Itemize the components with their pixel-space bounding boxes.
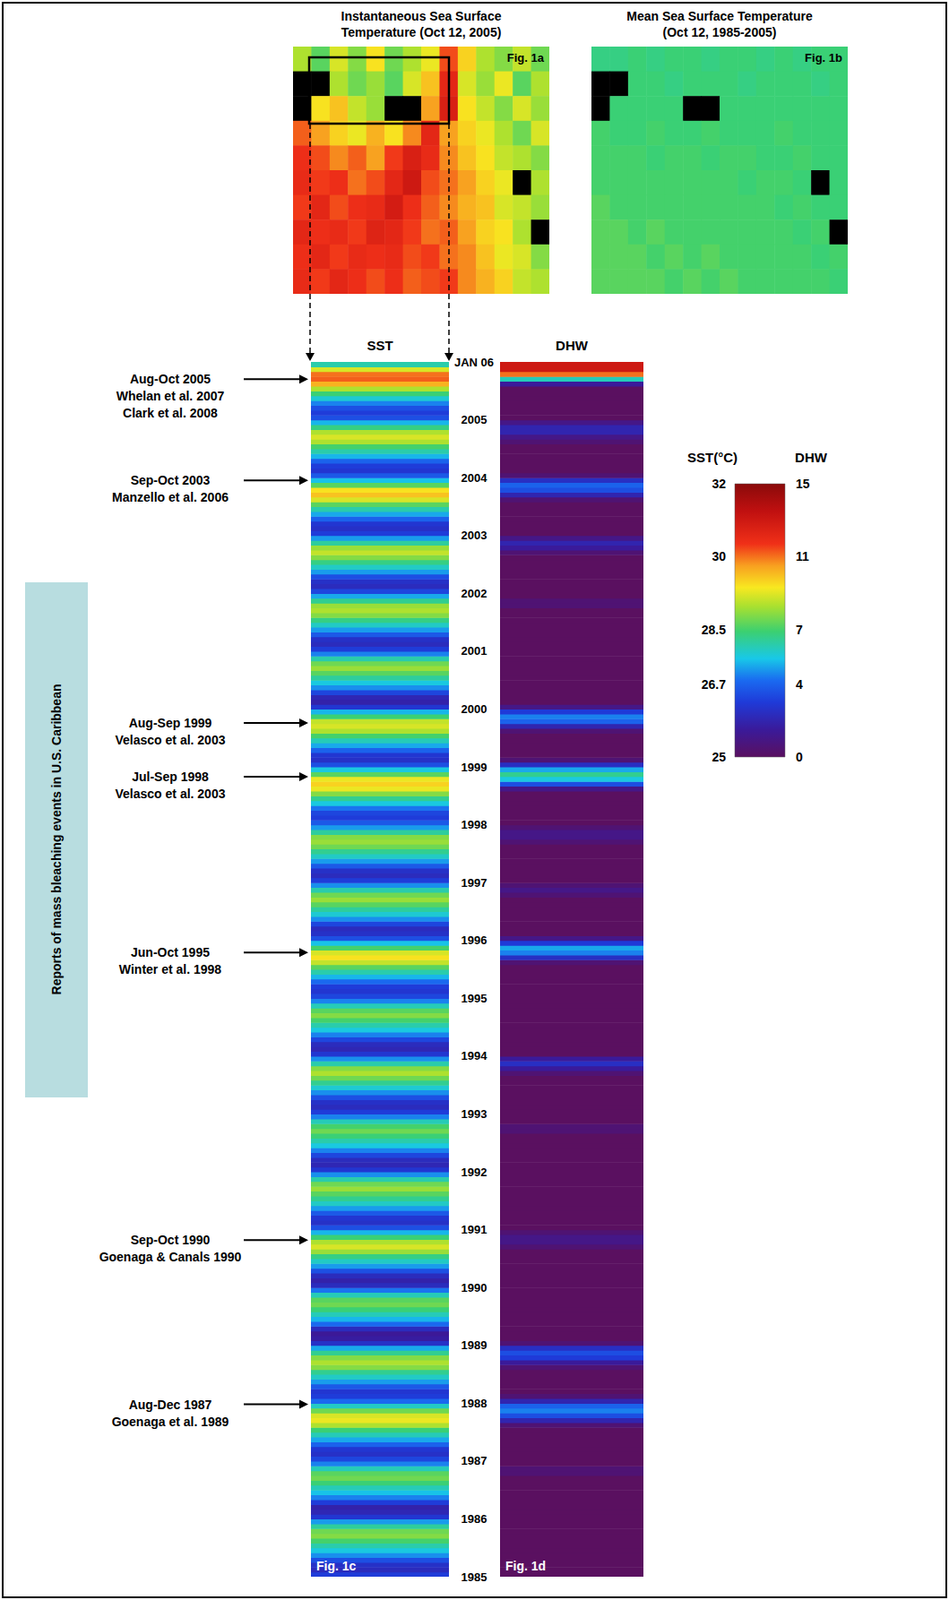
svg-text:2004: 2004 <box>461 471 489 485</box>
svg-text:1990: 1990 <box>461 1281 488 1295</box>
svg-text:1992: 1992 <box>461 1165 488 1180</box>
svg-text:JAN 06: JAN 06 <box>454 355 494 370</box>
svg-text:Velasco et al. 2003: Velasco et al. 2003 <box>115 733 226 748</box>
svg-text:1994: 1994 <box>461 1049 489 1063</box>
svg-text:SST: SST <box>366 337 393 354</box>
svg-text:15: 15 <box>795 476 811 492</box>
svg-text:Goenaga & Canals 1990: Goenaga & Canals 1990 <box>99 1250 242 1265</box>
svg-text:Manzello et al. 2006: Manzello et al. 2006 <box>112 490 229 505</box>
svg-text:0: 0 <box>795 750 803 765</box>
svg-text:Reports of mass bleaching even: Reports of mass bleaching events in U.S.… <box>49 684 64 996</box>
svg-text:2002: 2002 <box>461 586 488 601</box>
svg-text:4: 4 <box>795 677 803 692</box>
svg-text:Fig. 1a: Fig. 1a <box>507 51 545 65</box>
svg-text:Aug-Oct 2005: Aug-Oct 2005 <box>129 371 211 387</box>
svg-text:11: 11 <box>795 549 810 564</box>
svg-text:Temperature (Oct 12, 2005): Temperature (Oct 12, 2005) <box>341 25 502 40</box>
svg-text:28.5: 28.5 <box>701 622 726 638</box>
svg-text:1988: 1988 <box>461 1397 488 1411</box>
svg-text:Fig. 1d: Fig. 1d <box>505 1559 546 1574</box>
svg-text:1985: 1985 <box>461 1570 488 1585</box>
svg-text:Fig. 1c: Fig. 1c <box>316 1559 357 1574</box>
svg-text:DHW: DHW <box>555 337 589 354</box>
svg-text:Whelan et al. 2007: Whelan et al. 2007 <box>116 388 225 404</box>
svg-text:7: 7 <box>795 622 803 638</box>
svg-text:1989: 1989 <box>461 1338 488 1353</box>
svg-text:Velasco et al. 2003: Velasco et al. 2003 <box>115 786 226 802</box>
svg-text:32: 32 <box>711 476 726 492</box>
svg-text:Jul-Sep 1998: Jul-Sep 1998 <box>131 769 209 785</box>
svg-text:1991: 1991 <box>461 1223 488 1237</box>
svg-text:1987: 1987 <box>461 1454 488 1468</box>
svg-text:1998: 1998 <box>461 818 488 832</box>
svg-text:1993: 1993 <box>461 1107 488 1122</box>
svg-text:1997: 1997 <box>461 876 488 890</box>
svg-text:1986: 1986 <box>461 1512 488 1527</box>
svg-text:Jun-Oct 1995: Jun-Oct 1995 <box>130 945 210 960</box>
svg-text:25: 25 <box>711 750 726 765</box>
svg-text:1995: 1995 <box>461 992 488 1006</box>
svg-text:2003: 2003 <box>461 528 488 543</box>
svg-text:1999: 1999 <box>461 760 488 775</box>
svg-text:Aug-Dec 1987: Aug-Dec 1987 <box>129 1397 213 1413</box>
svg-text:SST(°C): SST(°C) <box>687 449 738 466</box>
svg-text:DHW: DHW <box>794 449 829 466</box>
svg-text:2005: 2005 <box>461 413 488 427</box>
svg-text:1996: 1996 <box>461 933 488 948</box>
svg-text:Instantaneous Sea Surface: Instantaneous Sea Surface <box>341 8 502 24</box>
svg-text:Goenaga et al. 1989: Goenaga et al. 1989 <box>112 1414 230 1430</box>
svg-text:Mean Sea Surface Temperature: Mean Sea Surface Temperature <box>626 8 813 24</box>
svg-text:30: 30 <box>711 549 726 564</box>
svg-text:Sep-Oct 2003: Sep-Oct 2003 <box>130 473 211 488</box>
svg-text:Winter et al. 1998: Winter et al. 1998 <box>119 962 222 977</box>
svg-text:Clark et al. 2008: Clark et al. 2008 <box>122 405 218 421</box>
svg-text:Aug-Sep 1999: Aug-Sep 1999 <box>129 716 213 731</box>
svg-text:Sep-Oct 1990: Sep-Oct 1990 <box>130 1233 211 1248</box>
svg-text:(Oct 12, 1985-2005): (Oct 12, 1985-2005) <box>663 25 777 40</box>
svg-text:2001: 2001 <box>461 644 488 658</box>
svg-text:2000: 2000 <box>461 702 488 717</box>
svg-text:26.7: 26.7 <box>701 677 726 692</box>
svg-text:Fig. 1b: Fig. 1b <box>804 51 843 65</box>
